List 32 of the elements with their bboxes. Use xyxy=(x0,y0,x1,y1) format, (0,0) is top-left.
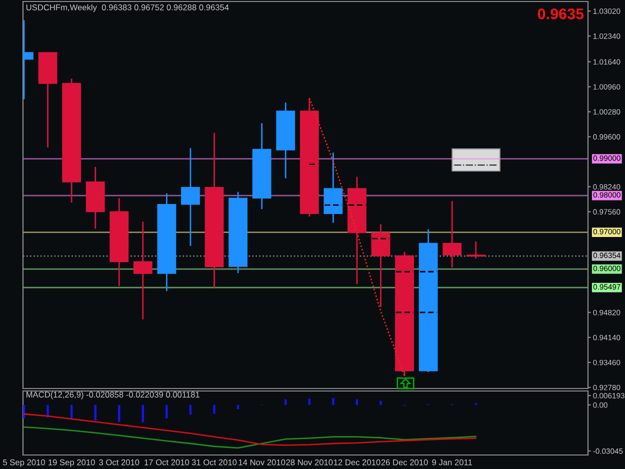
x-tick-label: 5 Sep 2010 xyxy=(3,459,45,467)
bar xyxy=(189,404,192,415)
bar xyxy=(166,404,168,418)
candlestick xyxy=(442,200,462,268)
bar xyxy=(308,398,310,405)
line-series xyxy=(23,426,477,449)
candlestick xyxy=(371,224,390,308)
x-tick-label: 14 Nov 2010 xyxy=(238,459,286,466)
bar xyxy=(284,399,287,405)
chart-title: USDCHFm,Weekly 0.96383 0.96752 0.96288 0.96354 xyxy=(26,4,229,12)
candlestick xyxy=(181,147,200,247)
bar xyxy=(380,400,382,405)
bar xyxy=(142,404,144,422)
x-tick-label: 12 Dec 2010 xyxy=(334,459,380,466)
candlestick xyxy=(133,220,152,320)
bar xyxy=(94,404,96,420)
bar xyxy=(23,404,26,418)
x-tick-label: 28 Nov 2010 xyxy=(286,459,333,466)
x-tick-label: 19 Sep 2010 xyxy=(48,459,95,467)
x-tick-label: 26 Dec 2010 xyxy=(381,459,428,466)
x-tick-label: 3 Oct 2010 xyxy=(99,459,140,466)
chart-title: MACD(12,26,9) -0.020858 -0.022039 0.001181 xyxy=(26,391,200,400)
candlestick xyxy=(466,240,486,260)
bar xyxy=(332,398,334,405)
annotation: 0.9635 xyxy=(538,8,584,20)
x-tick-label: 17 Oct 2010 xyxy=(144,459,190,466)
line-series xyxy=(23,413,477,446)
bar xyxy=(356,399,358,405)
bar xyxy=(118,404,120,422)
bar xyxy=(213,404,216,414)
x-tick-label: 31 Oct 2010 xyxy=(192,459,237,466)
x-tick-label: 9 Jan 2011 xyxy=(432,459,472,466)
